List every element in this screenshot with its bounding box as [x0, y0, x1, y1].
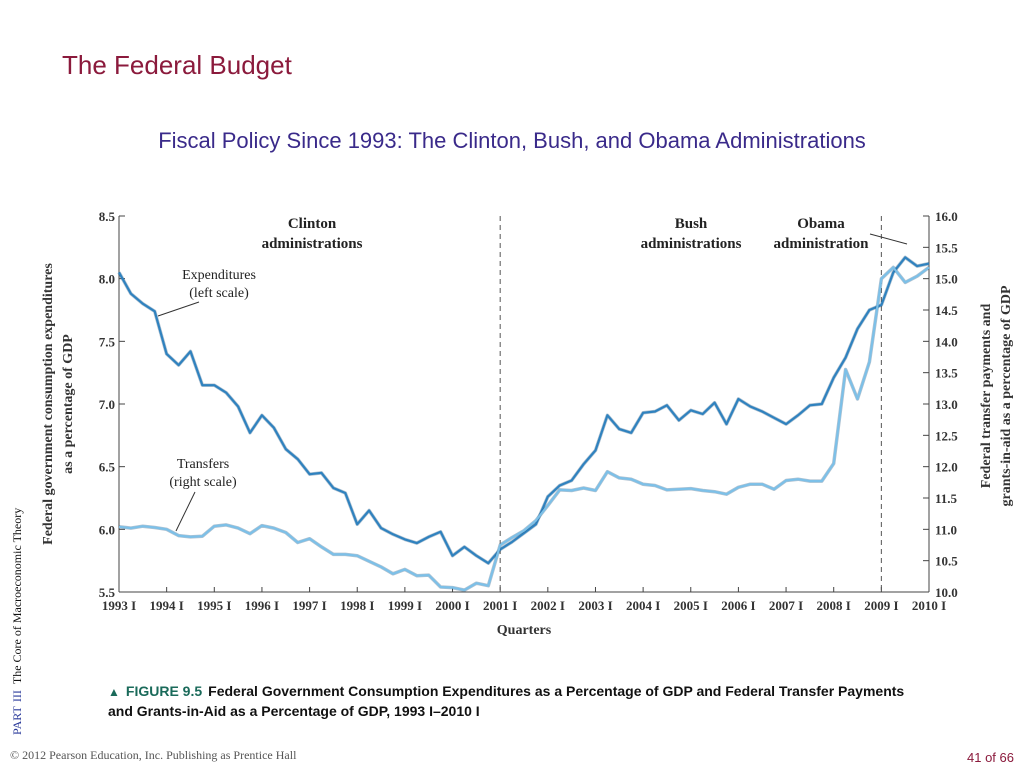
x-tick-label: 2005 I [674, 598, 708, 613]
x-tick-label: 2002 I [531, 598, 565, 613]
x-tick-label: 2001 I [483, 598, 517, 613]
annotation-pointer [175, 491, 196, 532]
right-tick-label: 16.0 [935, 209, 958, 224]
right-tick-label: 11.5 [935, 491, 958, 506]
right-tick-label: 15.0 [935, 272, 958, 287]
annotation-pointer [157, 301, 200, 317]
x-tick-label: 1996 I [245, 598, 279, 613]
annotation-transfers: Transfers (right scale) [169, 457, 237, 490]
period-label: Clinton administrations [262, 216, 363, 252]
left-tick-label: 5.5 [99, 585, 116, 600]
x-tick-label: 2010 I [912, 598, 946, 613]
series-line-transfers [118, 266, 930, 592]
x-tick-label: 2009 I [864, 598, 898, 613]
left-tick-label: 8.5 [99, 209, 116, 224]
x-axis-title: Quarters [497, 623, 552, 638]
right-tick-label: 14.0 [935, 334, 958, 349]
right-tick-label: 10.5 [935, 554, 958, 569]
left-tick-label: 6.0 [99, 522, 115, 537]
page-number: 41 of 66 [967, 750, 1014, 765]
series-line-shadow [118, 265, 931, 592]
x-tick-label: 2003 I [578, 598, 612, 613]
figure-caption: ▲ FIGURE 9.5 Federal Government Consumptio… [108, 682, 908, 721]
x-tick-label: 2004 I [626, 598, 660, 613]
x-tick-label: 2006 I [721, 598, 755, 613]
left-tick-label: 7.5 [99, 334, 116, 349]
right-tick-label: 10.0 [935, 585, 958, 600]
triangle-icon: ▲ [108, 685, 120, 699]
right-tick-label: 12.5 [935, 428, 958, 443]
annotation-expenditures: Expenditures (left scale) [182, 268, 256, 301]
x-tick-label: 2008 I [817, 598, 851, 613]
right-axis-title: Federal transfer payments and grants-in-a… [979, 285, 1014, 506]
series-line-expenditures [118, 256, 930, 565]
slide-title: The Federal Budget [62, 50, 292, 80]
right-tick-label: 15.5 [935, 240, 958, 255]
x-tick-label: 1998 I [340, 598, 374, 613]
left-tick-label: 7.0 [99, 397, 115, 412]
obama-pointer [869, 233, 908, 245]
left-tick-label: 8.0 [99, 272, 115, 287]
left-tick-label: 6.5 [99, 460, 116, 475]
x-tick-label: 1994 I [149, 598, 183, 613]
copyright-footer: © 2012 Pearson Education, Inc. Publishin… [10, 748, 297, 762]
caption-figure-number: FIGURE 9.5 [125, 683, 203, 699]
x-tick-label: 1997 I [292, 598, 326, 613]
slide-subtitle: Fiscal Policy Since 1993: The Clinton, B… [158, 128, 866, 153]
right-tick-label: 11.0 [935, 522, 957, 537]
period-label: Bush administrations [641, 216, 742, 252]
right-tick-label: 12.0 [935, 460, 958, 475]
x-tick-label: 1993 I [102, 598, 136, 613]
period-label: Obama administration [773, 216, 869, 252]
axes-layer: 5.5 6.0 6.5 7.0 7.5 8.0 8.5 10.0 10.5 11.0 11.5 12.… [41, 209, 1014, 638]
caption-text: Federal Government Consumption Expenditu… [108, 683, 905, 719]
x-tick-label: 1999 I [388, 598, 422, 613]
series-layer [117, 255, 931, 592]
x-tick-label: 1995 I [197, 598, 231, 613]
right-tick-label: 13.0 [935, 397, 958, 412]
right-tick-label: 13.5 [935, 366, 958, 381]
label-layer: Clinton administrations Bush administration… [157, 216, 908, 532]
x-tick-label: 2007 I [769, 598, 803, 613]
x-tick-label: 2000 I [435, 598, 469, 613]
left-axis-title: Federal government consumption expenditu… [41, 263, 76, 545]
right-tick-label: 14.5 [935, 303, 958, 318]
